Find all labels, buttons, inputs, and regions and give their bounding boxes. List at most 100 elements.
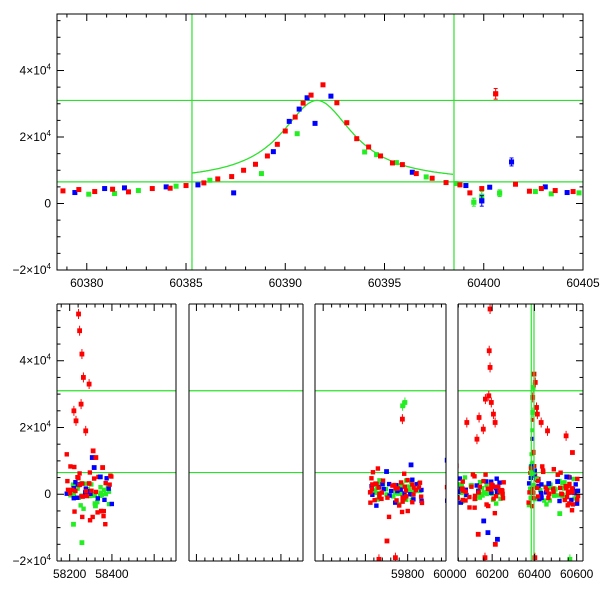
xtick-label-1: 58400 xyxy=(95,567,129,581)
point-green-110 xyxy=(462,475,468,480)
xtick-label-6: 60600 xyxy=(560,567,594,581)
point-red-100 xyxy=(472,505,477,510)
point-green-2 xyxy=(87,493,92,499)
point-green-0 xyxy=(86,191,92,197)
point-red-31 xyxy=(91,476,97,481)
hl-point-red-0 xyxy=(76,311,81,317)
hl-point-green-1 xyxy=(402,400,408,405)
hl-point-green-7 xyxy=(530,410,536,415)
point-green-5 xyxy=(258,171,264,177)
point-blue-8 xyxy=(296,106,302,112)
plot-frame xyxy=(56,13,584,271)
point-red-69 xyxy=(379,496,384,502)
point-green-121 xyxy=(571,476,576,482)
point-blue-6 xyxy=(270,149,276,155)
point-red-142 xyxy=(546,491,552,496)
point-red-32 xyxy=(479,186,485,192)
point-red-72 xyxy=(372,497,377,503)
point-red-18 xyxy=(308,92,314,98)
point-blue-4 xyxy=(195,182,201,188)
point-red-140 xyxy=(565,503,570,508)
point-blue-32 xyxy=(386,481,392,487)
point-red-20 xyxy=(72,509,77,514)
point-green-114 xyxy=(481,490,487,495)
point-blue-27 xyxy=(388,488,394,494)
point-blue-5 xyxy=(95,496,101,501)
point-blue-5 xyxy=(231,190,237,196)
point-red-44 xyxy=(385,495,390,500)
point-red-30 xyxy=(83,488,89,494)
point-red-26 xyxy=(399,162,405,168)
point-red-152 xyxy=(567,481,572,487)
point-red-6 xyxy=(167,185,173,191)
point-red-27 xyxy=(413,171,419,177)
point-blue-10 xyxy=(312,120,318,126)
point-red-54 xyxy=(380,478,386,483)
hl-point-blue-3 xyxy=(384,469,389,474)
point-red-150 xyxy=(558,470,563,475)
point-green-15 xyxy=(548,191,554,197)
point-green-74 xyxy=(485,491,490,497)
point-red-116 xyxy=(460,479,465,484)
point-green-122 xyxy=(526,502,532,508)
point-red-135 xyxy=(551,467,557,472)
point-blue-40 xyxy=(494,476,499,481)
point-red-39 xyxy=(411,485,416,490)
point-green-32 xyxy=(97,493,103,498)
xtick-label-5: 60405 xyxy=(566,276,600,290)
hl-point-red-36 xyxy=(393,555,398,561)
hl-point-green-9 xyxy=(567,556,573,561)
point-blue-39 xyxy=(489,479,494,484)
point-green-151 xyxy=(542,498,547,503)
point-red-42 xyxy=(375,466,381,471)
hl-point-red-6 xyxy=(73,418,79,424)
point-red-7 xyxy=(101,513,106,519)
point-green-60 xyxy=(372,490,378,495)
hl-point-red-38 xyxy=(475,531,481,537)
point-red-153 xyxy=(530,503,535,509)
point-red-75 xyxy=(376,485,381,490)
point-red-48 xyxy=(370,470,376,475)
hl-point-red-3 xyxy=(81,375,86,380)
point-green-138 xyxy=(544,502,549,507)
point-red-149 xyxy=(531,490,536,495)
point-red-8 xyxy=(201,180,207,186)
point-red-60 xyxy=(368,500,373,505)
point-green-62 xyxy=(400,482,405,488)
point-red-57 xyxy=(416,485,422,490)
hl-point-red-29 xyxy=(534,405,539,410)
point-green-146 xyxy=(560,480,565,486)
point-red-15 xyxy=(70,487,75,492)
point-green-24 xyxy=(98,484,103,490)
point-red-105 xyxy=(460,486,465,491)
point-red-6 xyxy=(95,510,100,515)
point-blue-20 xyxy=(381,486,386,492)
point-red-13 xyxy=(264,153,270,159)
point-red-124 xyxy=(489,483,494,488)
hl-point-blue-10 xyxy=(564,474,570,480)
point-blue-30 xyxy=(414,482,420,487)
hl-point-red-9 xyxy=(90,448,96,454)
point-red-10 xyxy=(229,174,235,180)
point-red-43 xyxy=(413,487,419,493)
point-red-33 xyxy=(68,464,73,469)
point-red-120 xyxy=(501,480,506,485)
point-blue-17 xyxy=(419,487,424,493)
point-red-81 xyxy=(397,503,402,508)
point-blue-22 xyxy=(380,482,385,487)
point-green-58 xyxy=(397,483,403,488)
hl-point-red-40 xyxy=(492,541,498,547)
xtick-label-0: 60380 xyxy=(70,276,104,290)
ytick-label-exp-2: 4 xyxy=(47,419,52,428)
point-red-50 xyxy=(419,500,425,506)
hl-point-red-16 xyxy=(483,396,488,402)
errpoint-blue-1 xyxy=(509,159,515,165)
plot-area xyxy=(57,304,583,561)
hl-point-red-25 xyxy=(399,416,405,422)
point-red-10 xyxy=(84,493,90,499)
point-blue-0 xyxy=(83,486,89,491)
point-red-16 xyxy=(292,114,298,120)
point-red-113 xyxy=(492,510,498,516)
hl-point-red-27 xyxy=(532,380,538,385)
